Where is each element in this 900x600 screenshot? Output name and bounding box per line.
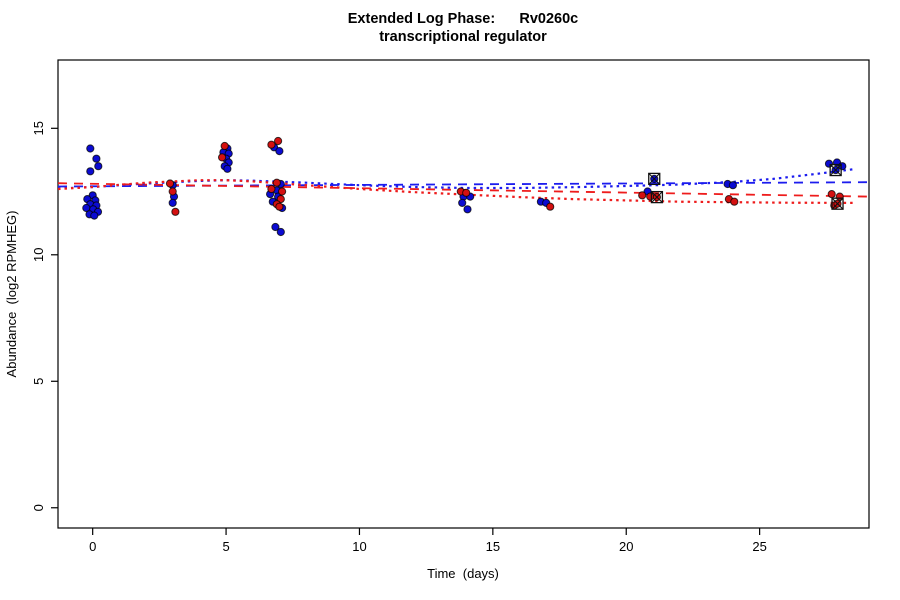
x-tick-label: 25 bbox=[752, 539, 766, 554]
outlier-cross-diagonal bbox=[829, 164, 842, 176]
data-point-red bbox=[462, 188, 471, 197]
outlier-square-marker bbox=[650, 190, 664, 204]
outlier-square-marker bbox=[831, 197, 844, 210]
data-point-blue bbox=[458, 198, 467, 207]
data-point-blue bbox=[86, 167, 95, 176]
outlier-cross-diagonal bbox=[831, 197, 844, 210]
y-tick-label: 10 bbox=[31, 248, 46, 262]
data-point-blue bbox=[92, 154, 101, 163]
data-point-blue bbox=[276, 227, 285, 237]
plot-border bbox=[57, 59, 870, 529]
data-points bbox=[82, 136, 847, 237]
x-tick-label: 15 bbox=[486, 539, 500, 554]
x-tick-label: 5 bbox=[222, 539, 229, 554]
marked-outlier-points bbox=[648, 163, 844, 210]
y-tick-label: 0 bbox=[31, 504, 46, 511]
data-point-red bbox=[546, 202, 555, 211]
plot-box bbox=[57, 59, 870, 529]
data-point-blue bbox=[223, 164, 232, 173]
red-loess-fit-line bbox=[57, 179, 854, 204]
outlier-cross-diagonal bbox=[648, 173, 661, 185]
data-point-blue bbox=[86, 144, 95, 153]
x-tick-label: 20 bbox=[619, 539, 633, 554]
data-point-red bbox=[267, 140, 276, 149]
data-point-blue bbox=[94, 162, 103, 171]
outlier-square-marker bbox=[829, 163, 842, 177]
data-point-blue bbox=[168, 198, 177, 207]
data-point-red bbox=[218, 153, 227, 162]
data-point-red bbox=[220, 141, 229, 151]
data-point-red bbox=[646, 192, 655, 201]
chart-title-line2: transcriptional regulator bbox=[379, 29, 547, 45]
data-point-red bbox=[275, 202, 284, 211]
data-point-blue bbox=[90, 211, 99, 220]
outlier-square-marker bbox=[648, 172, 661, 186]
data-point-red bbox=[274, 136, 283, 146]
data-point-blue bbox=[275, 147, 284, 156]
x-axis-title: Time (days) bbox=[427, 566, 499, 581]
y-axis-ticks: 0 5 10 15 bbox=[31, 121, 58, 511]
y-tick-label: 5 bbox=[31, 378, 46, 385]
data-point-blue bbox=[728, 181, 738, 190]
data-point-red bbox=[171, 207, 180, 216]
chart-title-line1: Extended Log Phase: Rv0260c bbox=[348, 11, 578, 27]
data-point-red bbox=[730, 197, 739, 206]
data-point-red bbox=[638, 191, 647, 200]
data-point-red bbox=[267, 184, 276, 194]
data-point-red bbox=[827, 190, 836, 199]
x-tick-label: 10 bbox=[352, 539, 366, 554]
data-point-red bbox=[278, 187, 287, 196]
data-point-red bbox=[165, 179, 175, 188]
data-point-red bbox=[272, 178, 281, 187]
data-point-blue bbox=[271, 222, 280, 232]
y-axis-title: Abundance (log2 RPMHEG) bbox=[4, 211, 19, 378]
y-tick-label: 15 bbox=[31, 121, 46, 135]
outlier-cross-diagonal bbox=[651, 191, 663, 204]
data-point-red bbox=[168, 187, 177, 196]
x-axis-ticks: 0 5 10 15 20 25 bbox=[89, 528, 767, 554]
x-tick-label: 0 bbox=[89, 539, 96, 554]
blue-linear-fit-line bbox=[57, 181, 870, 188]
data-point-blue bbox=[463, 205, 472, 214]
